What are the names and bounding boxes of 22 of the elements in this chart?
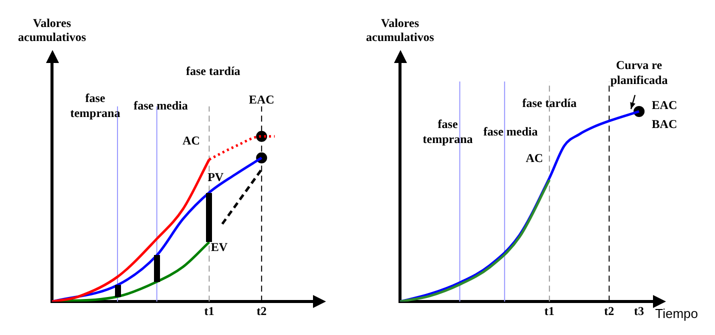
- series-label: AC: [182, 134, 200, 148]
- text: fase tardía: [522, 96, 577, 110]
- series-label: PV: [208, 170, 224, 184]
- annotation: BAC: [652, 116, 678, 131]
- x-tick-label: t1: [544, 304, 554, 318]
- series-label: EV: [210, 240, 228, 254]
- annotation: EAC: [652, 98, 678, 112]
- x-axis-title: Tiempo: [655, 306, 698, 322]
- text: fase media: [134, 98, 188, 113]
- x-tick-label: t3: [634, 304, 644, 318]
- text: EAC: [248, 92, 274, 106]
- text: Curva re planificada: [610, 58, 668, 88]
- y-axis-title: Valores acumulativos: [366, 16, 434, 44]
- annotation: fase media: [483, 124, 538, 138]
- text: fase temprana: [70, 91, 120, 120]
- x-tick-label: t2: [604, 304, 614, 318]
- x-tick-label: t2: [256, 304, 267, 318]
- x-tick-label: t1: [204, 304, 214, 318]
- annotation: fase temprana: [422, 116, 473, 146]
- text: fase tardía: [186, 64, 240, 78]
- y-axis-title: Valores acumulativos: [18, 16, 86, 44]
- series-label: AC: [526, 150, 544, 165]
